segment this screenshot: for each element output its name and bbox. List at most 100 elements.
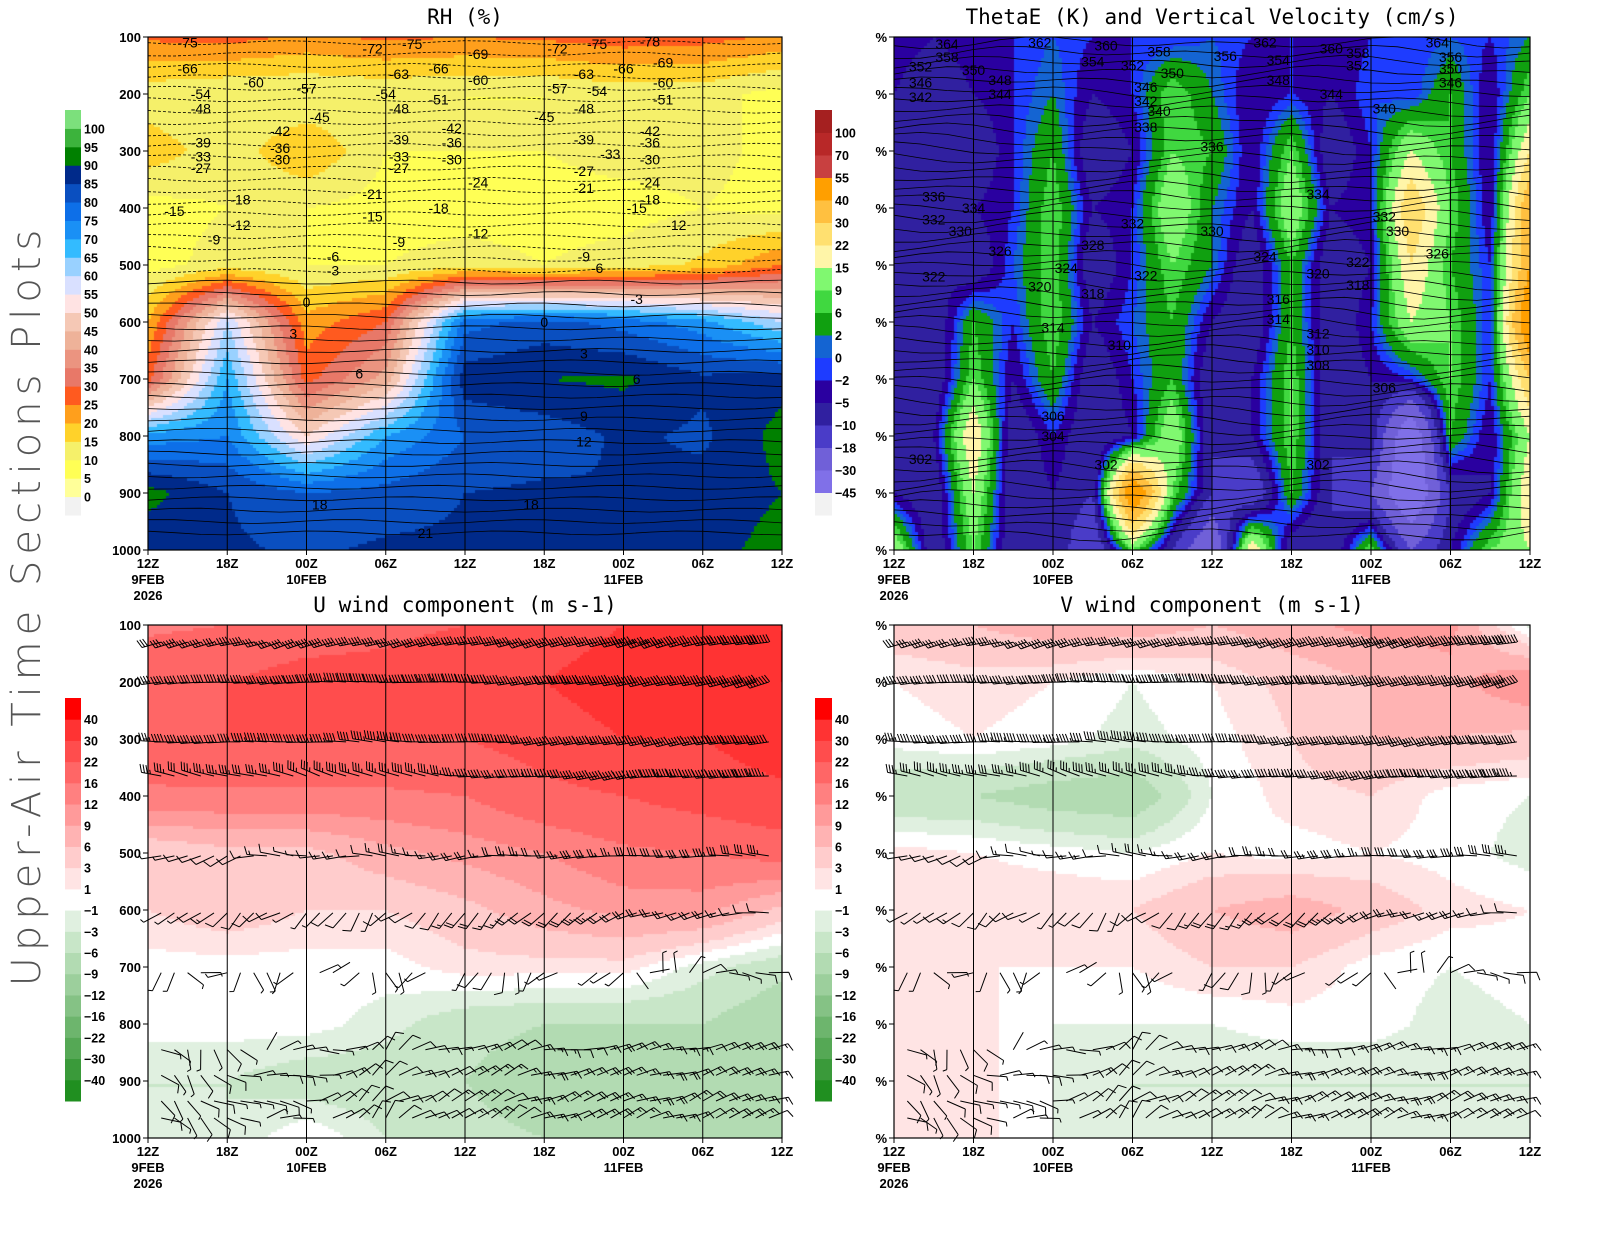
wind-barb — [1238, 1088, 1263, 1102]
wind-barb — [1384, 1096, 1409, 1105]
wind-barb — [517, 1096, 543, 1105]
wind-barb — [1016, 733, 1040, 743]
wind-barb — [1476, 1093, 1502, 1102]
contour-label: -75 — [402, 36, 422, 52]
x-tick-label: 00Z — [295, 556, 317, 571]
wind-barb — [1018, 912, 1041, 923]
wind-barb — [464, 1044, 490, 1053]
wind-barb — [193, 762, 215, 777]
contour-label: -21 — [362, 186, 382, 202]
wind-barb — [1387, 848, 1411, 857]
colorbar-label: 6 — [84, 840, 91, 854]
colorbar-swatch — [65, 238, 81, 258]
x-tick-label: 12Z — [454, 556, 476, 571]
wind-barb — [279, 1040, 302, 1051]
wind-barb — [1004, 843, 1027, 857]
contour-label: 326 — [1426, 246, 1450, 262]
wind-barb — [281, 638, 307, 650]
wind-barb — [398, 972, 405, 995]
colorbar-swatch — [815, 698, 832, 720]
colorbar-swatch — [815, 222, 832, 246]
contour-label: 364 — [1426, 35, 1450, 51]
wind-barb — [176, 674, 201, 684]
wind-barb — [962, 636, 987, 647]
wind-barb — [1251, 1063, 1276, 1076]
wind-barb — [610, 1043, 636, 1053]
wind-barb — [1124, 843, 1146, 857]
wind-barb — [1490, 972, 1510, 984]
wind-barb — [162, 972, 175, 992]
wind-barb — [282, 674, 307, 684]
wind-barb — [610, 1108, 635, 1119]
wind-barb — [691, 910, 717, 920]
wind-barb — [729, 1067, 754, 1076]
y-tick-label: 400 — [119, 201, 141, 216]
wind-barb — [1228, 847, 1252, 857]
wind-barb — [1333, 635, 1358, 648]
wind-barb — [506, 637, 532, 649]
wind-barb — [284, 850, 307, 857]
colorbar-label: 100 — [835, 127, 856, 141]
colorbar-label: 3 — [835, 862, 842, 876]
colorbar-swatch — [65, 994, 81, 1017]
wind-barb — [742, 1042, 768, 1051]
wind-barb — [596, 1067, 622, 1076]
contour-label: 314 — [1041, 320, 1065, 336]
wind-barb — [253, 1070, 276, 1076]
wind-barb — [663, 1046, 688, 1055]
wind-barb — [755, 1107, 780, 1119]
contour-label: -54 — [587, 83, 607, 99]
wind-barb — [717, 674, 744, 688]
colorbar-swatch — [65, 846, 81, 869]
wind-barb — [532, 637, 558, 649]
colorbar-label: 55 — [84, 288, 98, 302]
wind-barb — [907, 1074, 926, 1094]
wind-barb — [533, 674, 558, 685]
wind-barb — [213, 1117, 231, 1139]
wind-barb — [1198, 1107, 1224, 1119]
wind-barb — [1490, 1042, 1515, 1051]
wind-barb — [1346, 636, 1372, 648]
wind-barb — [1068, 851, 1093, 860]
wind-barb — [1225, 1065, 1250, 1076]
contour-label: 336 — [922, 189, 946, 205]
y-tick-label: 100 — [119, 30, 141, 45]
wind-barb — [242, 912, 268, 923]
contour-label: 310 — [1108, 337, 1132, 353]
y-tick-label: % — [875, 315, 887, 330]
colorbar-label: 85 — [84, 178, 98, 192]
contour-label: -72 — [362, 40, 382, 56]
wind-barb — [906, 1100, 922, 1124]
wind-barb — [896, 675, 921, 685]
contour-label: -75 — [587, 36, 607, 52]
wind-barb — [205, 763, 228, 777]
colorbar-label: 6 — [835, 307, 842, 321]
wind-barb — [949, 734, 974, 744]
colorbar-swatch — [65, 294, 81, 313]
wind-barb — [376, 730, 400, 743]
wind-barb — [1122, 674, 1146, 684]
wind-barb — [391, 762, 413, 777]
wind-barb — [295, 850, 320, 859]
wind-barb — [1271, 972, 1292, 985]
wind-barb — [1211, 1065, 1237, 1076]
contour-label: -42 — [442, 120, 462, 136]
wind-barb — [652, 849, 677, 858]
wind-barb — [964, 764, 987, 777]
wind-barb — [352, 761, 373, 777]
wind-barb — [231, 912, 255, 928]
colorbar-label: 15 — [84, 435, 98, 449]
wind-barb — [213, 1049, 223, 1072]
wind-barb — [1426, 735, 1451, 747]
colorbar-label: 95 — [84, 141, 98, 155]
contour-label: -27 — [574, 163, 594, 179]
contour-label: 330 — [1386, 223, 1410, 239]
colorbar-swatch — [65, 146, 81, 166]
wind-barb — [1136, 732, 1160, 743]
contour-label: -36 — [270, 140, 290, 156]
wind-barb — [1253, 637, 1279, 649]
wind-barb — [1386, 636, 1411, 649]
wind-barb — [1203, 972, 1226, 989]
x-tick-label: 06Z — [1439, 556, 1461, 571]
colorbar-label: 9 — [84, 819, 91, 833]
